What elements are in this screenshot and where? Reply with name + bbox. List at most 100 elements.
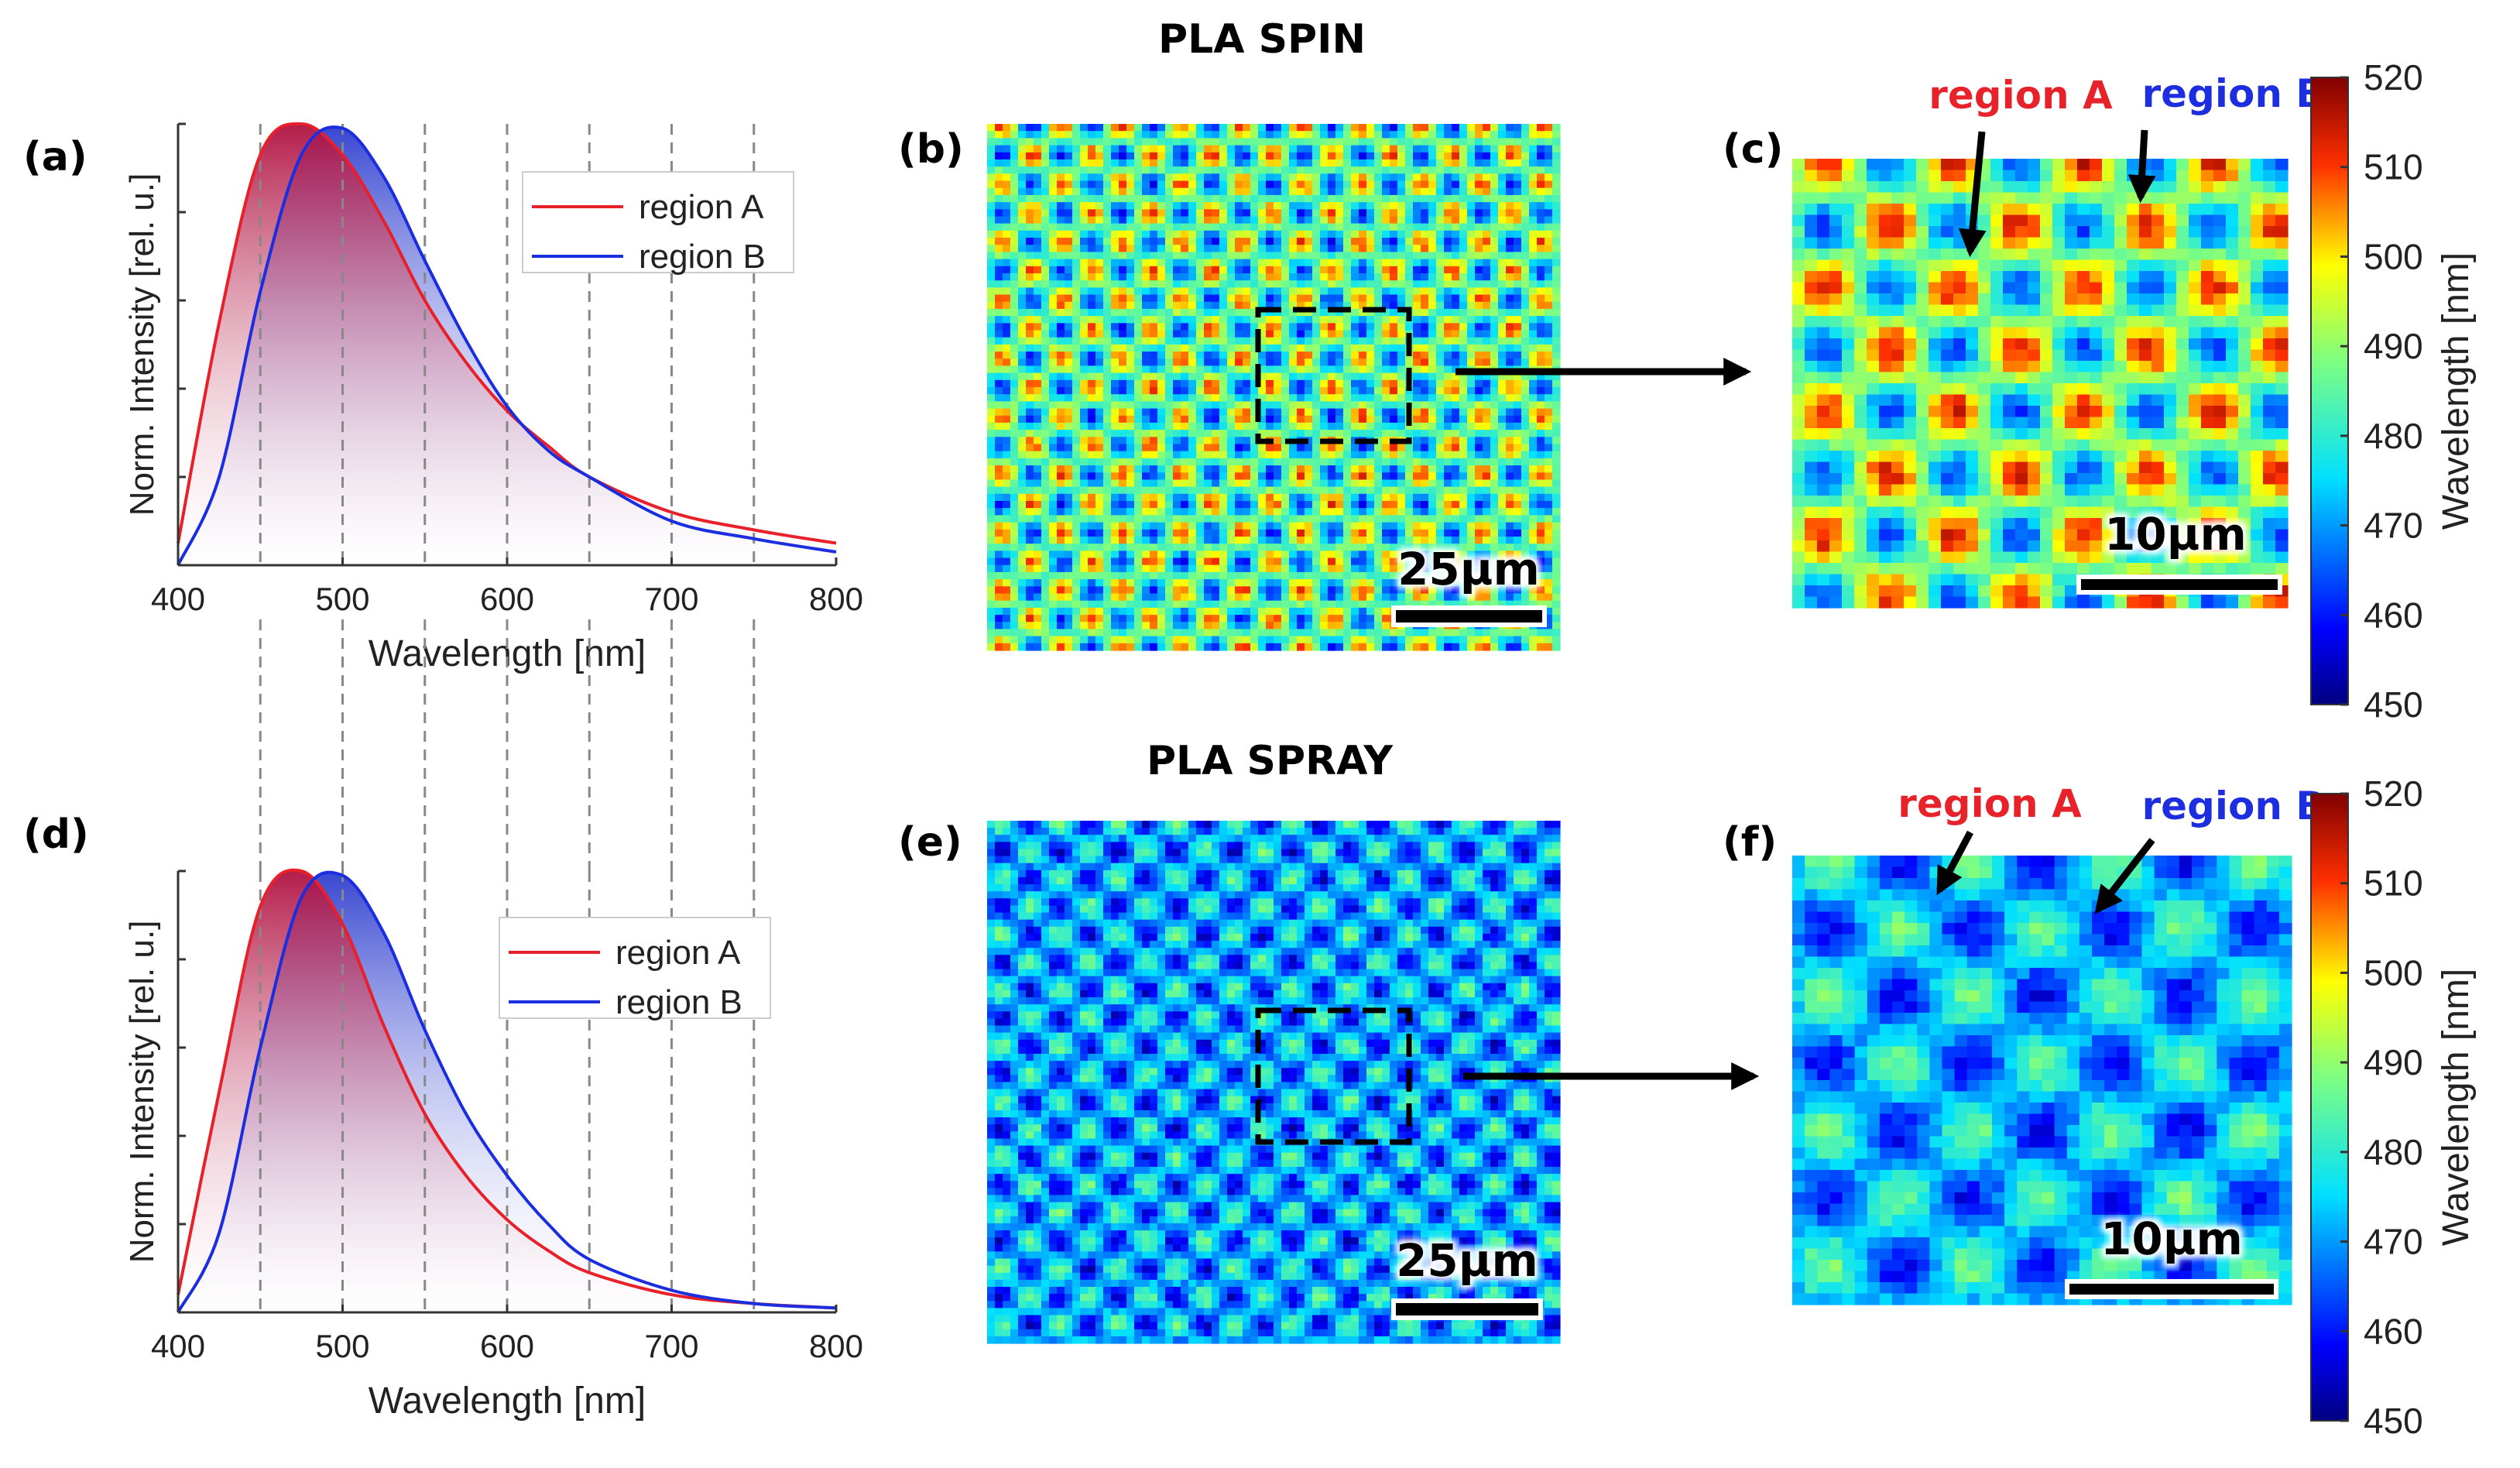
map-pixel xyxy=(1312,230,1321,238)
map-pixel xyxy=(1049,230,1058,238)
map-pixel xyxy=(1188,358,1197,366)
map-pixel xyxy=(1072,194,1081,203)
map-pixel xyxy=(1243,216,1251,225)
map-pixel xyxy=(1459,472,1468,481)
map-pixel xyxy=(1305,301,1313,310)
map-pixel xyxy=(1088,544,1096,551)
map-pixel xyxy=(1490,586,1499,595)
map-pixel xyxy=(1003,166,1011,174)
map-pixel xyxy=(1335,180,1344,189)
map-pixel xyxy=(1382,379,1390,388)
map-pixel xyxy=(1514,564,1522,573)
map-pixel xyxy=(1335,194,1344,203)
map-pixel xyxy=(1351,145,1359,153)
map-pixel xyxy=(1444,401,1452,410)
map-pixel xyxy=(1459,173,1468,182)
map-pixel xyxy=(1219,372,1228,381)
map-pixel xyxy=(1452,344,1460,352)
map-pixel xyxy=(1328,579,1336,587)
map-pixel xyxy=(1343,529,1352,537)
map-pixel xyxy=(1181,266,1189,274)
map-pixel xyxy=(1212,180,1220,189)
map-pixel xyxy=(1452,266,1460,274)
map-pixel xyxy=(1552,330,1561,338)
map-pixel xyxy=(1475,209,1483,218)
map-pixel xyxy=(1088,579,1096,587)
map-pixel xyxy=(1397,273,1406,281)
map-pixel xyxy=(1274,145,1282,153)
map-pixel xyxy=(1467,323,1476,331)
map-pixel xyxy=(1390,479,1398,488)
map-pixel xyxy=(1065,194,1073,203)
map-pixel xyxy=(1088,501,1096,509)
map-pixel xyxy=(1111,444,1119,452)
map-pixel xyxy=(1243,444,1251,452)
map-pixel xyxy=(1258,273,1267,281)
map-pixel xyxy=(1498,493,1507,502)
map-pixel xyxy=(1305,280,1313,288)
map-pixel xyxy=(1266,187,1274,196)
map-pixel xyxy=(1219,365,1228,374)
map-pixel xyxy=(1545,372,1553,381)
map-pixel xyxy=(1545,223,1553,232)
map-pixel xyxy=(1018,138,1027,146)
map-pixel xyxy=(1243,544,1251,551)
map-pixel xyxy=(1436,316,1445,324)
map-pixel xyxy=(1111,238,1119,245)
map-pixel xyxy=(1343,486,1352,495)
map-pixel xyxy=(1243,522,1251,530)
map-pixel xyxy=(1428,472,1437,481)
map-pixel xyxy=(995,209,1003,218)
map-pixel xyxy=(1134,301,1143,310)
map-pixel xyxy=(1444,394,1452,402)
map-pixel xyxy=(1219,330,1228,338)
map-pixel xyxy=(1250,586,1259,595)
map-pixel xyxy=(1452,159,1460,167)
map-pixel xyxy=(1250,579,1259,587)
map-pixel xyxy=(1080,486,1089,495)
map-pixel xyxy=(1452,415,1460,424)
map-pixel xyxy=(1212,166,1220,174)
map-pixel xyxy=(1018,280,1027,288)
map-pixel xyxy=(1397,571,1406,580)
map-pixel xyxy=(1343,187,1352,196)
map-pixel xyxy=(1545,579,1553,587)
map-pixel xyxy=(1088,508,1096,516)
map-pixel xyxy=(1413,245,1421,252)
map-pixel xyxy=(1119,330,1127,338)
map-pixel xyxy=(1490,194,1499,203)
map-pixel xyxy=(1212,323,1220,331)
map-pixel xyxy=(1305,223,1313,232)
map-pixel xyxy=(1095,352,1104,359)
map-pixel xyxy=(1475,194,1483,203)
map-pixel xyxy=(1366,415,1375,424)
map-pixel xyxy=(1475,537,1483,544)
map-pixel xyxy=(1475,557,1483,566)
map-pixel xyxy=(1390,537,1398,544)
map-pixel xyxy=(1250,529,1259,537)
map-pixel xyxy=(1397,529,1406,537)
map-pixel xyxy=(1034,515,1042,523)
map-pixel xyxy=(1142,557,1150,566)
map-pixel xyxy=(1196,301,1205,310)
map-pixel xyxy=(1204,124,1212,132)
map-pixel xyxy=(1552,537,1561,544)
map-pixel xyxy=(1266,557,1274,566)
map-pixel xyxy=(1428,437,1437,445)
map-pixel xyxy=(1545,458,1553,466)
map-pixel xyxy=(1289,537,1298,544)
map-pixel xyxy=(1521,537,1530,544)
map-pixel xyxy=(1521,451,1530,459)
map-pixel xyxy=(1227,529,1236,537)
map-pixel xyxy=(1436,287,1445,296)
map-pixel xyxy=(1049,166,1058,174)
map-pixel xyxy=(1243,166,1251,174)
map-pixel xyxy=(1343,138,1352,146)
map-pixel xyxy=(1297,557,1305,566)
map-pixel xyxy=(1196,579,1205,587)
map-pixel xyxy=(1452,173,1460,182)
map-pixel xyxy=(1157,344,1166,352)
map-pixel xyxy=(1142,252,1150,260)
map-pixel xyxy=(1165,365,1174,374)
map-pixel xyxy=(1297,493,1305,502)
